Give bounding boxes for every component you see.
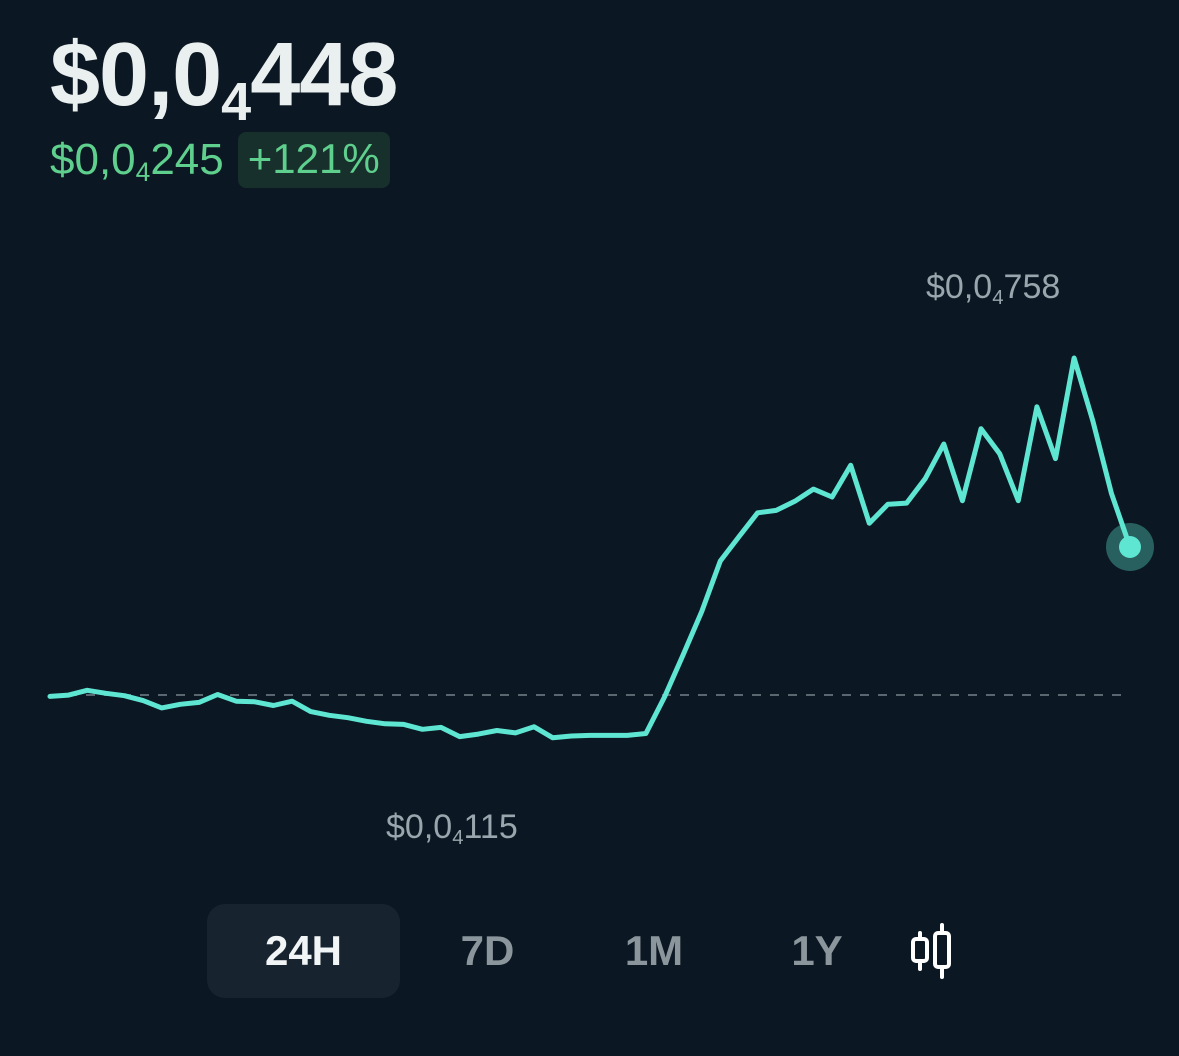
low-zero-count: 4 <box>452 826 464 849</box>
price-change: $0,04245 <box>50 134 224 187</box>
price-zero-count: 4 <box>221 72 251 133</box>
high-main: $0,0 <box>926 268 993 306</box>
change-zero-count: 4 <box>135 157 151 188</box>
price-tail: 448 <box>250 25 398 125</box>
tab-7d[interactable]: 7D <box>460 927 515 974</box>
chart-low-label: $0,04115 <box>386 808 518 849</box>
candlestick-toggle-button[interactable] <box>901 904 961 998</box>
percent-change-badge: +121% <box>237 132 390 189</box>
chart-high-label: $0,04758 <box>926 268 1061 309</box>
current-price: $0,04448 <box>50 25 398 132</box>
tab-1m[interactable]: 1M <box>624 927 684 974</box>
high-zero-count: 4 <box>992 286 1004 309</box>
change-tail: 245 <box>150 134 224 184</box>
low-main: $0,0 <box>386 808 453 846</box>
price-main: $0,0 <box>50 25 222 125</box>
price-line <box>47 355 1133 741</box>
price-change-row: $0,04245 +121% <box>50 132 390 189</box>
low-tail: 115 <box>463 808 518 846</box>
timeframe-tabs: 24H 7D 1M 1Y <box>207 904 961 998</box>
change-main: $0,0 <box>50 134 136 184</box>
high-tail: 758 <box>1003 268 1061 306</box>
tab-24h[interactable]: 24H <box>207 904 400 998</box>
candlestick-icon <box>911 923 951 979</box>
tab-1y[interactable]: 1Y <box>791 927 843 974</box>
current-point-marker <box>1119 535 1141 558</box>
